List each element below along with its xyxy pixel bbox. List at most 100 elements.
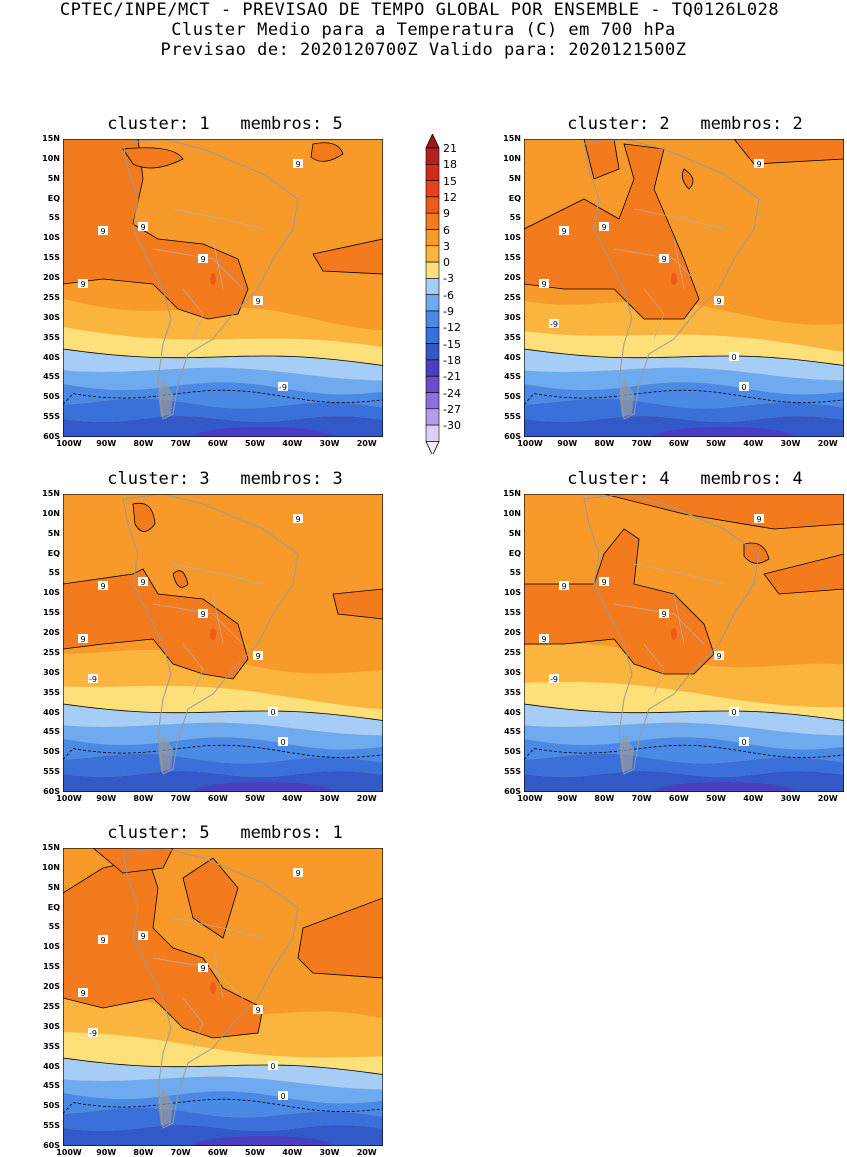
lon-tick-label: 90W [96, 794, 117, 803]
lat-tick-label: 5S [509, 568, 521, 578]
lat-tick-label: 10N [503, 153, 521, 163]
lat-tick-label: 5S [48, 568, 60, 578]
svg-text:0: 0 [741, 738, 746, 747]
svg-text:9: 9 [295, 160, 300, 169]
colorbar-label: -24 [443, 386, 461, 400]
lat-tick-label: 25S [43, 292, 60, 302]
colorbar-swatch [425, 294, 440, 312]
svg-text:9: 9 [100, 582, 105, 591]
svg-text:9: 9 [80, 635, 85, 644]
lon-tick-label: 80W [133, 1148, 154, 1157]
svg-text:9: 9 [140, 932, 145, 941]
lat-tick-label: 25S [43, 1001, 60, 1011]
lat-tick-label: 5S [509, 213, 521, 223]
lon-tick-label: 60W [207, 439, 228, 448]
colorbar-swatch [425, 310, 440, 328]
header-subtitle: Cluster Medio para a Temperatura (C) em … [171, 20, 676, 40]
lon-tick-label: 20W [356, 794, 377, 803]
colorbar-label: 6 [443, 223, 450, 237]
contour-label: 0 [729, 352, 739, 362]
lat-tick-label: 45S [504, 727, 521, 737]
lat-tick-label: 60S [43, 432, 60, 441]
lat-tick-label: 40S [43, 707, 60, 717]
lon-tick-label: 20W [817, 794, 838, 803]
contour-label: 0 [268, 1061, 278, 1071]
svg-text:9: 9 [661, 610, 666, 619]
lat-tick-label: 45S [43, 727, 60, 737]
lon-tick-label: 30W [319, 794, 340, 803]
map-panel: 9 9 9 9 9 9 0 0 -9 [524, 139, 844, 437]
svg-text:0: 0 [731, 708, 736, 717]
colorbar-label: -18 [443, 353, 461, 367]
colorbar-label: -27 [443, 402, 461, 416]
lat-tick-label: 20S [504, 273, 521, 283]
map-panel: 9 9 9 9 9 9 0 0 -9 [524, 494, 844, 792]
contour-label: 0 [729, 707, 739, 717]
lon-tick-label: 90W [96, 439, 117, 448]
contour-label: 9 [78, 988, 88, 998]
lon-tick-label: 100W [56, 1148, 82, 1157]
contour-label: 9 [754, 159, 764, 169]
contour-label: 9 [198, 254, 208, 264]
lat-tick-label: 5N [508, 173, 521, 183]
contour-label: -9 [549, 674, 559, 684]
lat-tick-label: 60S [504, 787, 521, 796]
svg-text:0: 0 [280, 738, 285, 747]
svg-text:9: 9 [100, 936, 105, 945]
lat-tick-label: 35S [43, 687, 60, 697]
colorbar-swatch [425, 245, 440, 263]
colorbar-label: 3 [443, 239, 450, 253]
svg-text:9: 9 [541, 280, 546, 289]
lat-tick-label: 5N [47, 882, 60, 892]
svg-text:9: 9 [561, 582, 566, 591]
svg-text:9: 9 [295, 515, 300, 524]
lat-tick-label: 10S [43, 233, 60, 243]
colorbar-label: 0 [443, 256, 450, 270]
lon-tick-label: 40W [282, 1148, 303, 1157]
svg-text:9: 9 [601, 578, 606, 587]
lon-tick-label: 40W [282, 439, 303, 448]
lon-tick-label: 20W [356, 439, 377, 448]
lat-tick-label: 50S [43, 392, 60, 402]
lon-tick-label: 80W [133, 439, 154, 448]
contour-label: 0 [278, 737, 288, 747]
contour-label: 9 [754, 514, 764, 524]
svg-text:-9: -9 [550, 675, 558, 684]
lat-tick-label: 5N [47, 528, 60, 538]
colorbar-label: 21 [443, 142, 457, 155]
lat-tick-label: 15N [503, 489, 521, 498]
lat-tick-label: 40S [43, 352, 60, 362]
svg-text:9: 9 [661, 255, 666, 264]
lon-tick-label: 70W [631, 794, 652, 803]
colorbar-label: -3 [443, 272, 454, 286]
lat-tick-label: EQ [508, 193, 521, 203]
svg-text:0: 0 [270, 1062, 275, 1071]
lat-tick-label: EQ [47, 902, 60, 912]
svg-text:0: 0 [731, 353, 736, 362]
lat-tick-label: 10N [503, 508, 521, 518]
lon-tick-label: 20W [356, 1148, 377, 1157]
contour-label: 9 [138, 577, 148, 587]
map-panel: 9 9 9 9 9 9 0 0 -9 [63, 848, 383, 1146]
lat-tick-label: 10N [42, 153, 60, 163]
contour-label: 9 [714, 651, 724, 661]
lon-tick-label: 20W [817, 439, 838, 448]
colorbar-swatch [425, 392, 440, 410]
lon-tick-label: 90W [557, 439, 578, 448]
contour-label: 9 [138, 931, 148, 941]
contour-label: 0 [739, 737, 749, 747]
contour-label: 9 [198, 609, 208, 619]
lon-tick-label: 90W [557, 794, 578, 803]
svg-text:9: 9 [140, 578, 145, 587]
lat-tick-label: 5N [508, 528, 521, 538]
lat-tick-label: 5N [47, 173, 60, 183]
svg-text:0: 0 [270, 708, 275, 717]
lat-tick-label: 15N [42, 843, 60, 852]
contour-label: 9 [599, 222, 609, 232]
lat-tick-label: EQ [47, 193, 60, 203]
colorbar-label: 9 [443, 207, 450, 221]
colorbar-swatch [425, 261, 440, 279]
lat-tick-label: 20S [504, 628, 521, 638]
contour-label: -9 [549, 319, 559, 329]
contour-label: 0 [739, 382, 749, 392]
